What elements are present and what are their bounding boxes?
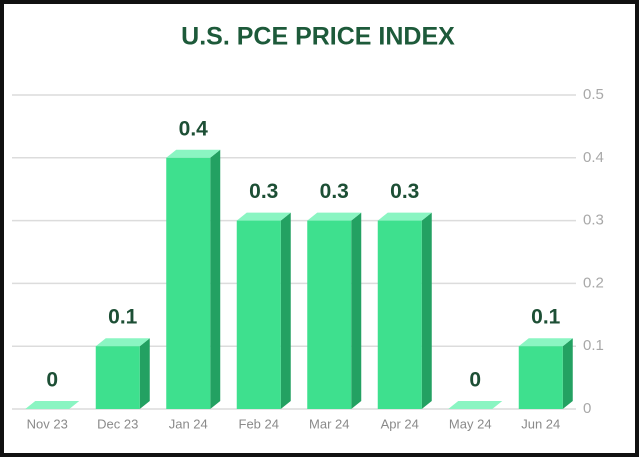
x-tick-label: Nov 23 xyxy=(27,416,68,431)
bar-top xyxy=(448,401,503,409)
bar-top xyxy=(166,149,221,158)
value-label: 0 xyxy=(469,369,481,392)
value-label: 0.3 xyxy=(320,180,349,203)
value-label: 0.1 xyxy=(108,306,138,329)
bar-top xyxy=(95,338,150,347)
bar xyxy=(166,157,211,409)
value-label: 0 xyxy=(46,369,58,392)
x-tick-label: Jun 24 xyxy=(521,416,560,431)
bar-side xyxy=(139,338,150,409)
x-tick-label: May 24 xyxy=(449,416,492,431)
bar-top xyxy=(377,212,432,221)
y-tick-label: 0.1 xyxy=(583,337,604,354)
value-label: 0.1 xyxy=(531,306,561,329)
x-tick-label: Feb 24 xyxy=(239,416,279,431)
y-tick-label: 0.4 xyxy=(583,149,604,166)
value-label: 0.3 xyxy=(249,180,278,203)
bar-side xyxy=(351,212,362,409)
x-tick-label: Apr 24 xyxy=(381,416,419,431)
bar-top xyxy=(25,401,80,409)
y-tick-label: 0.5 xyxy=(583,86,604,103)
bar xyxy=(377,220,422,409)
y-tick-label: 0.3 xyxy=(583,212,604,229)
bar-top xyxy=(307,212,362,221)
x-tick-label: Jan 24 xyxy=(169,416,208,431)
chart-title: U.S. PCE PRICE INDEX xyxy=(181,23,455,51)
y-tick-label: 0 xyxy=(583,400,591,417)
bar xyxy=(307,220,352,409)
bar-top xyxy=(236,212,291,221)
bar-side xyxy=(210,149,221,410)
bar-side xyxy=(562,338,573,409)
value-label: 0.4 xyxy=(179,117,209,140)
bar xyxy=(236,220,281,409)
x-tick-label: Mar 24 xyxy=(309,416,349,431)
bar-top xyxy=(518,338,573,347)
y-tick-label: 0.2 xyxy=(583,274,604,291)
bar xyxy=(95,346,140,409)
bar-side xyxy=(280,212,291,409)
bar xyxy=(518,346,563,409)
bar-side xyxy=(421,212,432,409)
x-tick-label: Dec 23 xyxy=(97,416,138,431)
value-label: 0.3 xyxy=(390,180,419,203)
